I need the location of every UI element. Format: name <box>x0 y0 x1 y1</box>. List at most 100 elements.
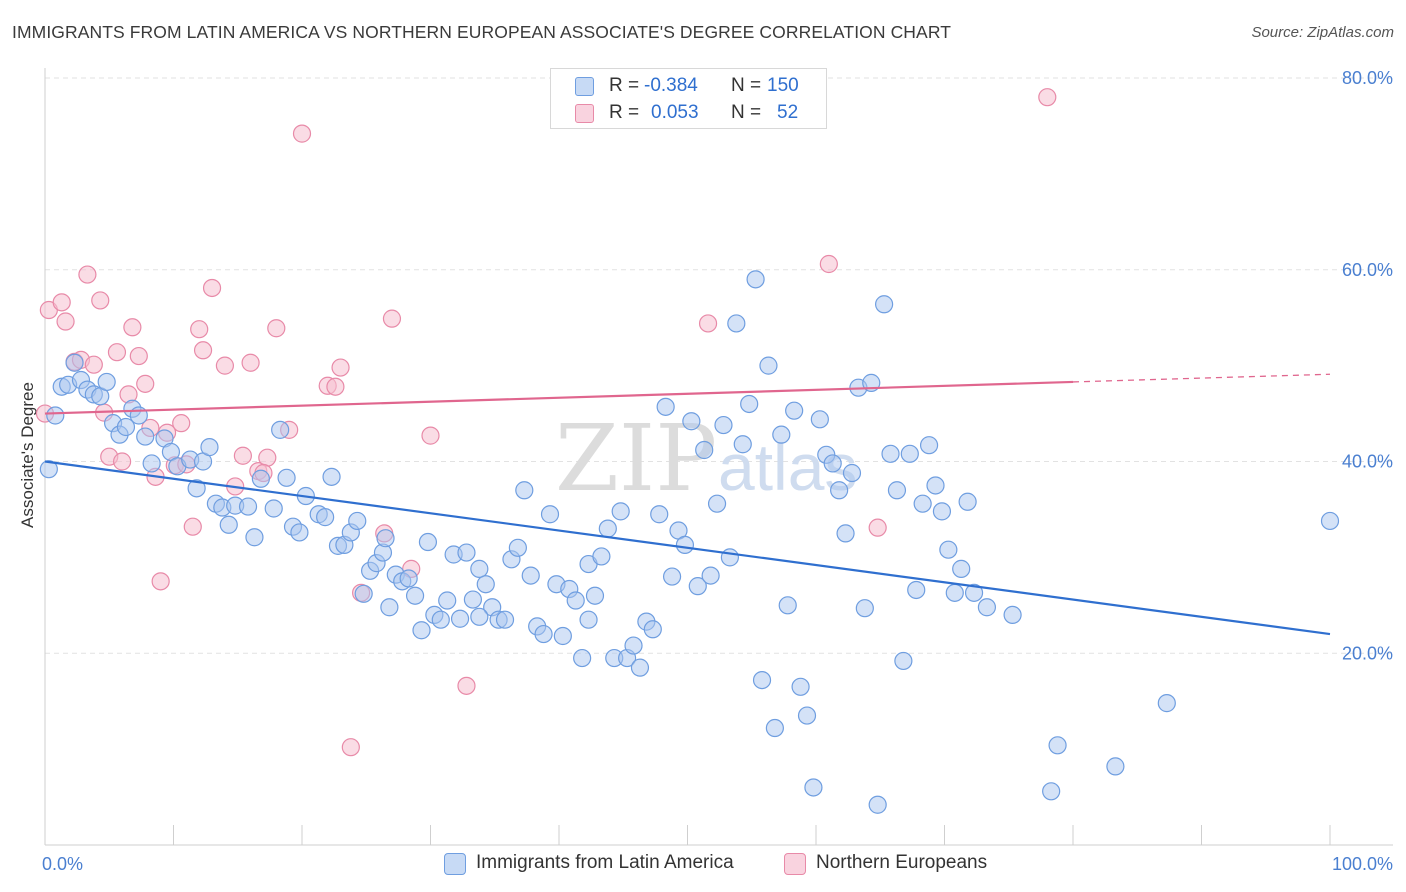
latin-america-point <box>875 295 894 314</box>
latin-america-point <box>842 463 862 483</box>
latin-america-point <box>733 435 752 454</box>
latin-america-point <box>405 586 425 605</box>
latin-america-point <box>277 468 296 487</box>
latin-america-point <box>457 543 476 562</box>
northern-europeans-point <box>331 358 350 377</box>
x-tick-labels: 0.0% 100.0% <box>42 854 1393 874</box>
northern-europeans-point <box>267 319 286 338</box>
northern-europeans-point <box>78 265 97 284</box>
series-latin-america-points <box>39 270 1340 814</box>
y-tick-label: 60.0% <box>1342 260 1393 280</box>
latin-america-point <box>264 499 283 518</box>
latin-america-point <box>238 497 258 516</box>
latin-america-point <box>939 540 958 559</box>
latin-america-point <box>534 624 553 644</box>
latin-america-point <box>611 502 630 521</box>
northern-europeans-point <box>292 124 312 143</box>
correlation-legend: R = -0.384 N = 150 R = 0.053 N = 52 <box>550 68 827 129</box>
latin-america-point <box>650 505 669 524</box>
northern-europeans-point <box>215 356 234 375</box>
latin-america-point <box>1048 736 1067 755</box>
latin-america-point <box>476 575 495 594</box>
northern-europeans-point <box>56 312 75 331</box>
latin-america-point <box>701 566 720 585</box>
latin-america-point <box>438 591 457 610</box>
latin-america-point <box>675 535 695 555</box>
latin-america-point <box>752 670 772 690</box>
northern-europeans-point <box>819 254 838 274</box>
latin-america-point <box>592 547 611 566</box>
axes <box>44 68 1393 846</box>
latin-america-point <box>643 620 662 639</box>
latin-america-point <box>1106 757 1125 776</box>
latin-america-point <box>759 356 778 375</box>
series-northern-europeans-points <box>35 88 1057 757</box>
y-tick-label: 20.0% <box>1342 643 1393 663</box>
latin-america-point <box>39 460 58 479</box>
latin-america-point <box>804 778 823 797</box>
latin-america-point <box>932 502 952 521</box>
source-label: Source: ZipAtlas.com <box>1251 24 1394 41</box>
latin-america-point <box>271 420 290 439</box>
latin-america-point <box>900 444 919 463</box>
latin-america-point <box>688 577 707 596</box>
latin-america-point <box>868 795 887 814</box>
latin-america-point <box>354 584 373 603</box>
latin-america-point <box>656 397 675 416</box>
latin-america-point <box>830 481 849 500</box>
latin-america-point <box>682 412 701 431</box>
latin-america-point <box>695 440 714 460</box>
latin-america-point <box>823 454 842 473</box>
northern-europeans-point <box>84 355 103 374</box>
trend-lines <box>44 373 1331 636</box>
legend-r-label: R = <box>609 75 640 96</box>
latin-america-point <box>714 415 733 435</box>
latin-america-point <box>913 494 932 513</box>
northern-europeans-point <box>190 320 209 339</box>
latin-america-point <box>952 559 971 578</box>
legend-n-label: N = <box>731 102 762 123</box>
latin-america-point <box>772 425 791 444</box>
latin-america-point <box>116 417 136 437</box>
latin-america-point <box>1042 782 1061 801</box>
northern-europeans-point <box>457 676 476 695</box>
latin-america-point <box>785 401 804 420</box>
latin-america-point <box>579 610 598 629</box>
northern-europeans-trend-extension <box>1072 373 1331 383</box>
northern-europeans-point <box>233 446 252 465</box>
latin-america-point <box>1157 694 1176 713</box>
latin-america-point <box>855 599 874 618</box>
chart-title: IMMIGRANTS FROM LATIN AMERICA VS NORTHER… <box>12 22 952 42</box>
bottom-legend-swatch-blue <box>444 853 466 875</box>
latin-america-point <box>810 410 829 429</box>
latin-america-point <box>515 481 534 500</box>
latin-america-point <box>1003 605 1022 625</box>
northern-europeans-point <box>107 343 127 362</box>
latin-america-point <box>945 583 964 602</box>
northern-europeans-point <box>241 353 260 372</box>
legend-r-value: 0.053 <box>651 102 699 123</box>
latin-america-point <box>585 586 605 605</box>
northern-europeans-point <box>868 518 887 537</box>
legend-swatch-pink <box>575 104 594 123</box>
bottom-legend-label: Immigrants from Latin America <box>476 852 734 873</box>
latin-america-point <box>200 438 219 457</box>
y-tick-labels: 20.0% 40.0% 60.0% 80.0% <box>1342 68 1393 663</box>
latin-america-point <box>142 454 161 473</box>
latin-america-point <box>521 566 540 585</box>
legend-n-value: 52 <box>777 102 799 123</box>
latin-america-point <box>380 598 399 617</box>
latin-america-point <box>797 706 817 725</box>
latin-america-point <box>926 476 945 495</box>
latin-america-point <box>187 479 206 498</box>
y-tick-label: 80.0% <box>1342 68 1393 88</box>
latin-america-point <box>46 406 65 425</box>
latin-america-point <box>727 314 746 333</box>
latin-america-point <box>919 436 939 455</box>
latin-america-point <box>348 511 367 531</box>
latin-america-point <box>958 492 977 511</box>
northern-europeans-point <box>258 448 277 467</box>
latin-america-point <box>251 469 270 488</box>
latin-america-point <box>573 648 592 668</box>
